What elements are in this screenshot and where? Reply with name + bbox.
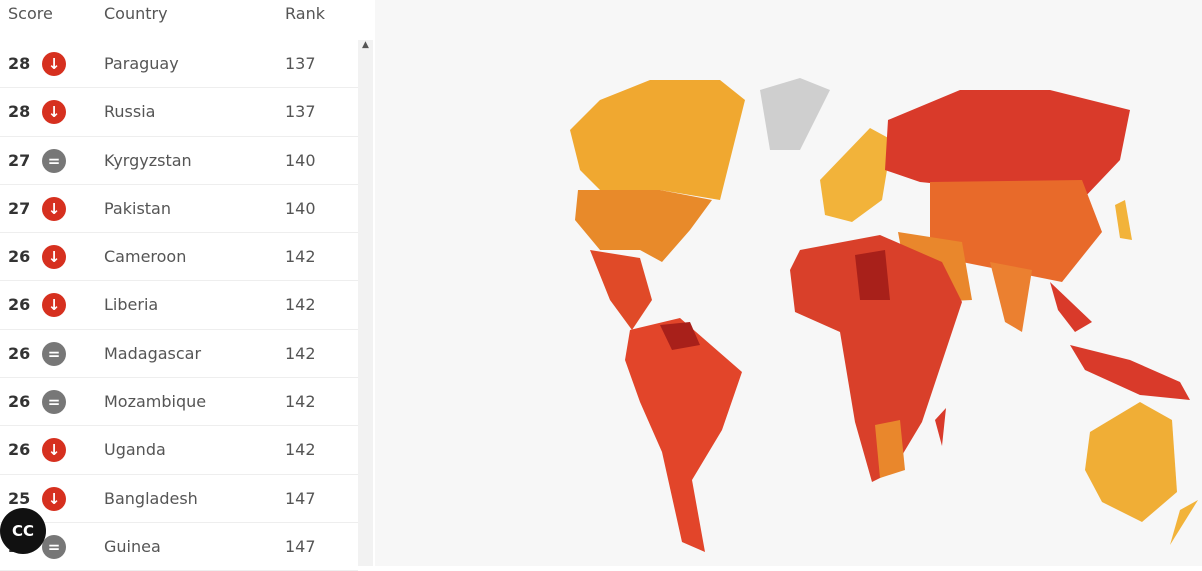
arrow-down-circle-icon: ↓ (42, 100, 66, 125)
country-name: Mozambique (104, 392, 207, 412)
country-name: Madagascar (104, 343, 202, 363)
arrow-down-circle-icon: ↓ (42, 196, 66, 221)
table-header: Score Country Rank (0, 0, 373, 38)
country-name: Cameroon (104, 247, 187, 267)
table-row[interactable]: 26 = Madagascar 142 (0, 330, 358, 379)
table-row[interactable]: 26 = Mozambique 142 (0, 378, 358, 427)
country-name: Guinea (104, 536, 161, 556)
rank: 142 (285, 392, 316, 412)
score: 26 (8, 440, 31, 460)
score: 27 (8, 150, 31, 170)
ranking-table: Score Country Rank 28 ↓ Paraguay 137 28 ↓… (0, 0, 373, 571)
country-name: Paraguay (104, 54, 179, 73)
country-name: Kyrgyzstan (104, 150, 192, 170)
map-region-europe[interactable] (820, 128, 892, 222)
rank: 147 (285, 488, 316, 508)
arrow-down-circle-icon: ↓ (42, 486, 66, 511)
score: 26 (8, 343, 31, 363)
score: 28 (8, 54, 31, 73)
table-row[interactable]: 26 ↓ Uganda 142 (0, 426, 358, 475)
closed-captions-icon: CC (11, 522, 35, 540)
country-name: Russia (104, 102, 156, 122)
score: 26 (8, 247, 31, 267)
header-score[interactable]: Score (8, 4, 53, 23)
country-name: Uganda (104, 440, 166, 460)
map-region-southern-africa[interactable] (875, 420, 905, 478)
map-region-southeast-asia[interactable] (1050, 282, 1092, 332)
map-region-sahel[interactable] (855, 250, 890, 300)
map-region-india[interactable] (990, 262, 1032, 332)
rank: 142 (285, 247, 316, 267)
map-region-russia[interactable] (885, 90, 1130, 200)
closed-captions-button[interactable]: CC (0, 508, 46, 554)
table-row[interactable]: 25 ↓ Bangladesh 147 (0, 475, 358, 523)
map-region-africa[interactable] (790, 235, 962, 482)
scrollbar[interactable]: ▲ (358, 40, 373, 566)
table-row[interactable]: 27 ↓ Pakistan 140 (0, 185, 358, 234)
map-region-asia[interactable] (930, 180, 1102, 282)
rank: 140 (285, 198, 316, 218)
score: 25 (8, 488, 31, 508)
map-region-madagascar[interactable] (935, 408, 946, 446)
table-row[interactable]: 25 = Guinea 147 (0, 523, 358, 571)
table-row[interactable]: 26 ↓ Liberia 142 (0, 281, 358, 330)
map-region-japan[interactable] (1115, 200, 1132, 240)
table-row[interactable]: 28 ↓ Russia 137 (0, 88, 358, 137)
header-rank[interactable]: Rank (285, 4, 325, 23)
score: 28 (8, 102, 31, 122)
rank: 142 (285, 440, 316, 460)
equals-circle-icon: = (42, 534, 66, 559)
rank: 137 (285, 54, 316, 73)
rank: 137 (285, 102, 316, 122)
map-region-usa[interactable] (575, 190, 712, 262)
table-body: 28 ↓ Paraguay 137 28 ↓ Russia 137 27 = Kyr… (0, 40, 358, 571)
world-map[interactable] (375, 0, 1202, 566)
equals-circle-icon: = (42, 148, 66, 173)
map-region-indonesia[interactable] (1070, 345, 1190, 400)
map-region-new-zealand[interactable] (1170, 500, 1198, 545)
rank: 147 (285, 536, 316, 556)
rank: 142 (285, 295, 316, 315)
rank: 142 (285, 343, 316, 363)
score: 27 (8, 198, 31, 218)
map-region-greenland[interactable] (760, 78, 830, 150)
scroll-up-arrow-icon[interactable]: ▲ (362, 40, 369, 50)
map-region-central-america[interactable] (590, 250, 652, 330)
rank: 140 (285, 150, 316, 170)
header-country[interactable]: Country (104, 4, 168, 23)
country-name: Pakistan (104, 198, 171, 218)
map-region-australia[interactable] (1085, 402, 1177, 522)
map-region-venezuela[interactable] (660, 322, 700, 350)
arrow-down-circle-icon: ↓ (42, 293, 66, 318)
arrow-down-circle-icon: ↓ (42, 438, 66, 463)
score: 26 (8, 392, 31, 412)
country-name: Liberia (104, 295, 159, 315)
map-region-south-america[interactable] (625, 318, 742, 552)
score: 26 (8, 295, 31, 315)
table-row[interactable]: 26 ↓ Cameroon 142 (0, 233, 358, 282)
table-row[interactable]: 28 ↓ Paraguay 137 (0, 40, 358, 89)
equals-circle-icon: = (42, 341, 66, 366)
arrow-down-circle-icon: ↓ (42, 52, 66, 76)
arrow-down-circle-icon: ↓ (42, 245, 66, 270)
country-name: Bangladesh (104, 488, 198, 508)
map-region-canada[interactable] (570, 80, 745, 200)
table-row[interactable]: 27 = Kyrgyzstan 140 (0, 137, 358, 185)
equals-circle-icon: = (42, 390, 66, 415)
